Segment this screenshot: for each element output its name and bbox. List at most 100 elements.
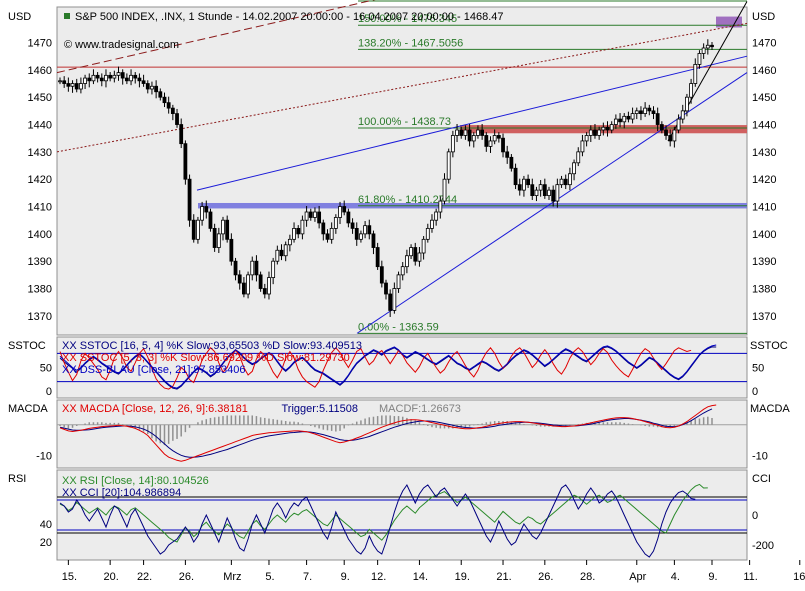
candle-body [701, 47, 706, 54]
candle-body [124, 77, 129, 82]
sstoc-legend: XX SSTOC [16, 5, 4] %K Slow:93,65503 %D … [62, 340, 362, 352]
header-marker [64, 13, 70, 19]
candle-body [133, 74, 138, 79]
candle-body [622, 115, 627, 123]
fib-label: 138.20% - 1467.5056 [358, 37, 463, 49]
candle-body [359, 233, 363, 240]
candle-body [396, 274, 401, 289]
candle-body [346, 211, 351, 224]
candle-body [250, 260, 255, 276]
candle-body [480, 129, 485, 136]
watermark: © www.tradesignal.com [64, 39, 179, 51]
macd-label-left: MACDA [8, 403, 48, 415]
candle-body [672, 129, 677, 142]
macd-legend: XX MACDA [Close, 12, 26, 9]:6.38181 [62, 403, 248, 415]
cci-line [59, 484, 696, 558]
candle-body [99, 77, 104, 82]
price-tick-left: 1430 [28, 147, 52, 159]
price-tick-right: 1430 [752, 147, 776, 159]
sstoc-tick-right: 0 [752, 386, 758, 398]
price-tick-right: 1440 [752, 120, 776, 132]
price-tick-left: 1400 [28, 229, 52, 241]
price-tick-right: 1370 [752, 311, 776, 323]
candle-body [534, 189, 539, 196]
candle-body [655, 113, 660, 125]
sstoc-tick-left: 0 [46, 386, 52, 398]
candle-body [455, 129, 459, 136]
x-tick-label: 14. [413, 571, 428, 583]
candle-body [584, 135, 589, 142]
macd-line [59, 404, 717, 462]
candle-body [563, 178, 568, 186]
x-tick-label: 7. [303, 571, 312, 583]
x-tick-label: 21. [496, 571, 511, 583]
x-tick-label: 12. [371, 571, 386, 583]
candle-body [321, 222, 326, 235]
chart-title: S&P 500 INDEX, .INX, 1 Stunde - 14.02.20… [75, 11, 504, 23]
unit-right: USD [752, 11, 775, 23]
candle-body [179, 124, 184, 145]
price-tick-left: 1450 [28, 92, 52, 104]
candle-body [229, 238, 234, 262]
candle-body [530, 184, 535, 197]
candle-body [325, 233, 330, 240]
candle-body [145, 83, 150, 90]
target-zone [716, 16, 742, 28]
sstoc-legend: XX SSTOC [5, 3, 3] %K Slow:86.69209 %D S… [62, 352, 350, 364]
candle-body [450, 135, 455, 153]
candle-body [634, 110, 639, 115]
price-tick-left: 1420 [28, 174, 52, 186]
candle-body [567, 173, 572, 186]
candle-body [367, 225, 372, 235]
rsi-legend: XX RSI [Close, 14]:80.104526 [62, 475, 209, 487]
candle-body [120, 72, 125, 79]
rsi-label: RSI [8, 473, 26, 485]
channel-upper-line [56, 0, 376, 74]
x-tick-label: 4. [671, 571, 680, 583]
candle-body [538, 184, 543, 191]
candle-body [613, 118, 618, 125]
candle-body [496, 135, 501, 139]
price-panel [56, 6, 748, 336]
candle-body [467, 129, 472, 142]
candle-body [492, 135, 497, 142]
candle-body [150, 85, 154, 90]
candle-body [442, 178, 447, 202]
candle-body [505, 151, 510, 158]
x-tick-label: 26. [538, 571, 553, 583]
candle-body [154, 85, 159, 93]
candle-body [275, 249, 280, 262]
price-tick-left: 1370 [28, 311, 52, 323]
candle-body [484, 135, 489, 147]
candle-body [191, 219, 196, 240]
price-tick-right: 1450 [752, 92, 776, 104]
candle-body [668, 135, 673, 142]
candle-body [162, 96, 167, 104]
candle-body [104, 74, 108, 82]
rsi-legend: XX CCI [20]:104.986894 [62, 487, 181, 499]
rsi-panel [56, 469, 748, 561]
candle-body [112, 74, 117, 79]
candle-body [421, 238, 426, 254]
candle-body [83, 77, 87, 84]
rsi-tick: 40 [40, 519, 52, 531]
x-tick-label: 16. [793, 571, 805, 583]
price-tick-right: 1390 [752, 256, 776, 268]
sstoc-label-left: SSTOC [8, 340, 46, 352]
candle-body [158, 91, 163, 98]
x-tick-label: Mrz [223, 571, 241, 583]
macd-trigger-line [59, 408, 713, 458]
candle-body [166, 102, 171, 109]
candle-body [62, 80, 67, 84]
candle-body [542, 184, 547, 197]
candle-body [413, 247, 418, 262]
candle-body [292, 227, 296, 240]
macd-tick-right: -10 [752, 451, 768, 463]
candle-body [271, 260, 276, 279]
candle-body [664, 129, 668, 136]
candle-body [141, 80, 146, 84]
sstoc-line [59, 344, 717, 389]
candle-body [526, 178, 531, 186]
fib-label: 100.00% - 1438.73 [358, 116, 451, 128]
